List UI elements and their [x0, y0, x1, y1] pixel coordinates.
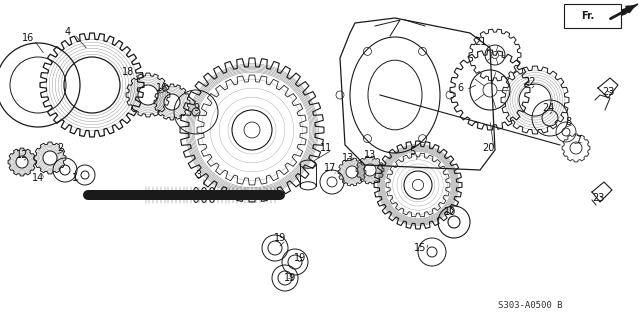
- Text: 11: 11: [320, 143, 332, 153]
- Text: 15: 15: [414, 243, 426, 253]
- Text: 10: 10: [444, 207, 456, 217]
- Text: 24: 24: [542, 103, 554, 113]
- Text: 22: 22: [524, 77, 536, 87]
- Polygon shape: [608, 4, 638, 20]
- Text: Fr.: Fr.: [582, 11, 595, 21]
- Text: 3: 3: [195, 170, 201, 180]
- Text: 20: 20: [482, 143, 494, 153]
- Text: 16: 16: [22, 33, 34, 43]
- Text: 12: 12: [16, 150, 28, 160]
- Text: 7: 7: [575, 135, 581, 145]
- Text: 19: 19: [294, 253, 306, 263]
- Text: 4: 4: [65, 27, 71, 37]
- FancyBboxPatch shape: [564, 4, 621, 28]
- Text: 21: 21: [474, 37, 486, 47]
- Text: 19: 19: [284, 273, 296, 283]
- Text: 23: 23: [592, 193, 604, 203]
- Text: 13: 13: [364, 150, 376, 160]
- Text: 5: 5: [409, 147, 415, 157]
- Text: S303-A0500 B: S303-A0500 B: [498, 301, 563, 310]
- Text: 16: 16: [156, 83, 168, 93]
- Text: 13: 13: [342, 153, 354, 163]
- Text: 1: 1: [72, 173, 78, 183]
- Text: 2: 2: [57, 143, 63, 153]
- Text: 8: 8: [565, 117, 571, 127]
- Text: 9: 9: [193, 103, 199, 113]
- Text: 23: 23: [602, 87, 614, 97]
- Text: 17: 17: [324, 163, 336, 173]
- Text: 6: 6: [457, 83, 463, 93]
- Text: 19: 19: [274, 233, 286, 243]
- Text: 18: 18: [122, 67, 134, 77]
- Text: 14: 14: [32, 173, 44, 183]
